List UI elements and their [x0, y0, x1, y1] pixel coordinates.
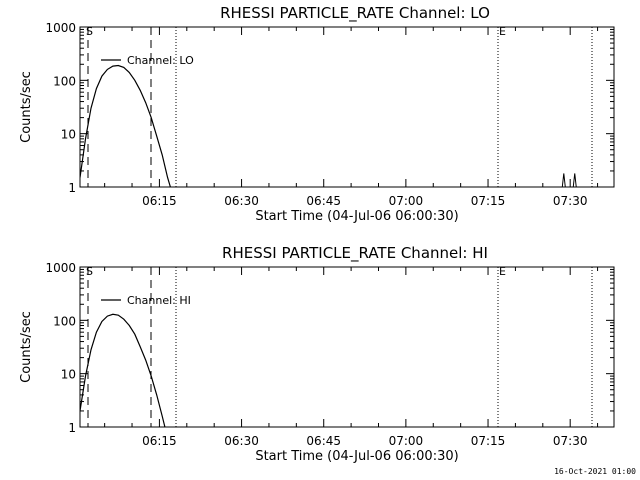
- y-tick-label: 100: [53, 74, 76, 88]
- x-tick-label: 06:15: [142, 194, 177, 208]
- chart-title: RHESSI PARTICLE_RATE Channel: HI: [222, 244, 488, 263]
- y-tick-label: 100: [53, 314, 76, 328]
- y-tick-label: 10: [61, 128, 76, 142]
- y-tick-label: 1000: [45, 261, 76, 275]
- plot-frame: [79, 26, 615, 188]
- x-tick-label: 07:15: [471, 434, 506, 448]
- x-tick-label: 07:30: [553, 434, 588, 448]
- start-marker-label: S: [86, 25, 93, 38]
- x-tick-label: 06:45: [306, 434, 341, 448]
- x-tick-label: 06:30: [224, 194, 259, 208]
- x-tick-label: 06:15: [142, 434, 177, 448]
- series-line: [80, 64, 171, 187]
- footer-timestamp: 16-Oct-2021 01:00: [554, 467, 636, 476]
- plot-frame: [79, 266, 615, 428]
- x-tick-label: 06:30: [224, 434, 259, 448]
- y-axis-label: Counts/sec: [19, 311, 34, 383]
- start-marker-label: S: [86, 265, 93, 278]
- x-axis-label: Start Time (04-Jul-06 06:00:30): [255, 209, 458, 224]
- legend-label: Channel: LO: [127, 54, 194, 67]
- end-marker-label: E: [499, 265, 506, 278]
- x-tick-label: 07:00: [389, 194, 424, 208]
- series-spike: [561, 173, 566, 188]
- chart-panel-hi: RHESSI PARTICLE_RATE Channel: HI 1 10 100 10…: [19, 244, 615, 464]
- chart-title: RHESSI PARTICLE_RATE Channel: LO: [220, 4, 490, 23]
- series-spike: [572, 173, 577, 188]
- y-axis-label: Counts/sec: [19, 71, 34, 143]
- x-tick-label: 07:15: [471, 194, 506, 208]
- chart-panel-lo: RHESSI PARTICLE_RATE Channel: LO 1 10 100 10…: [19, 4, 615, 224]
- x-axis-label: Start Time (04-Jul-06 06:00:30): [255, 449, 458, 464]
- y-tick-label: 1000: [45, 21, 76, 35]
- x-tick-label: 06:45: [306, 194, 341, 208]
- y-tick-label: 10: [61, 368, 76, 382]
- x-tick-label: 07:30: [553, 194, 588, 208]
- legend-label: Channel: HI: [127, 294, 191, 307]
- y-tick-label: 1: [68, 421, 76, 435]
- x-tick-label: 07:00: [389, 434, 424, 448]
- end-marker-label: E: [499, 25, 506, 38]
- series-line: [80, 313, 166, 427]
- y-tick-label: 1: [68, 181, 76, 195]
